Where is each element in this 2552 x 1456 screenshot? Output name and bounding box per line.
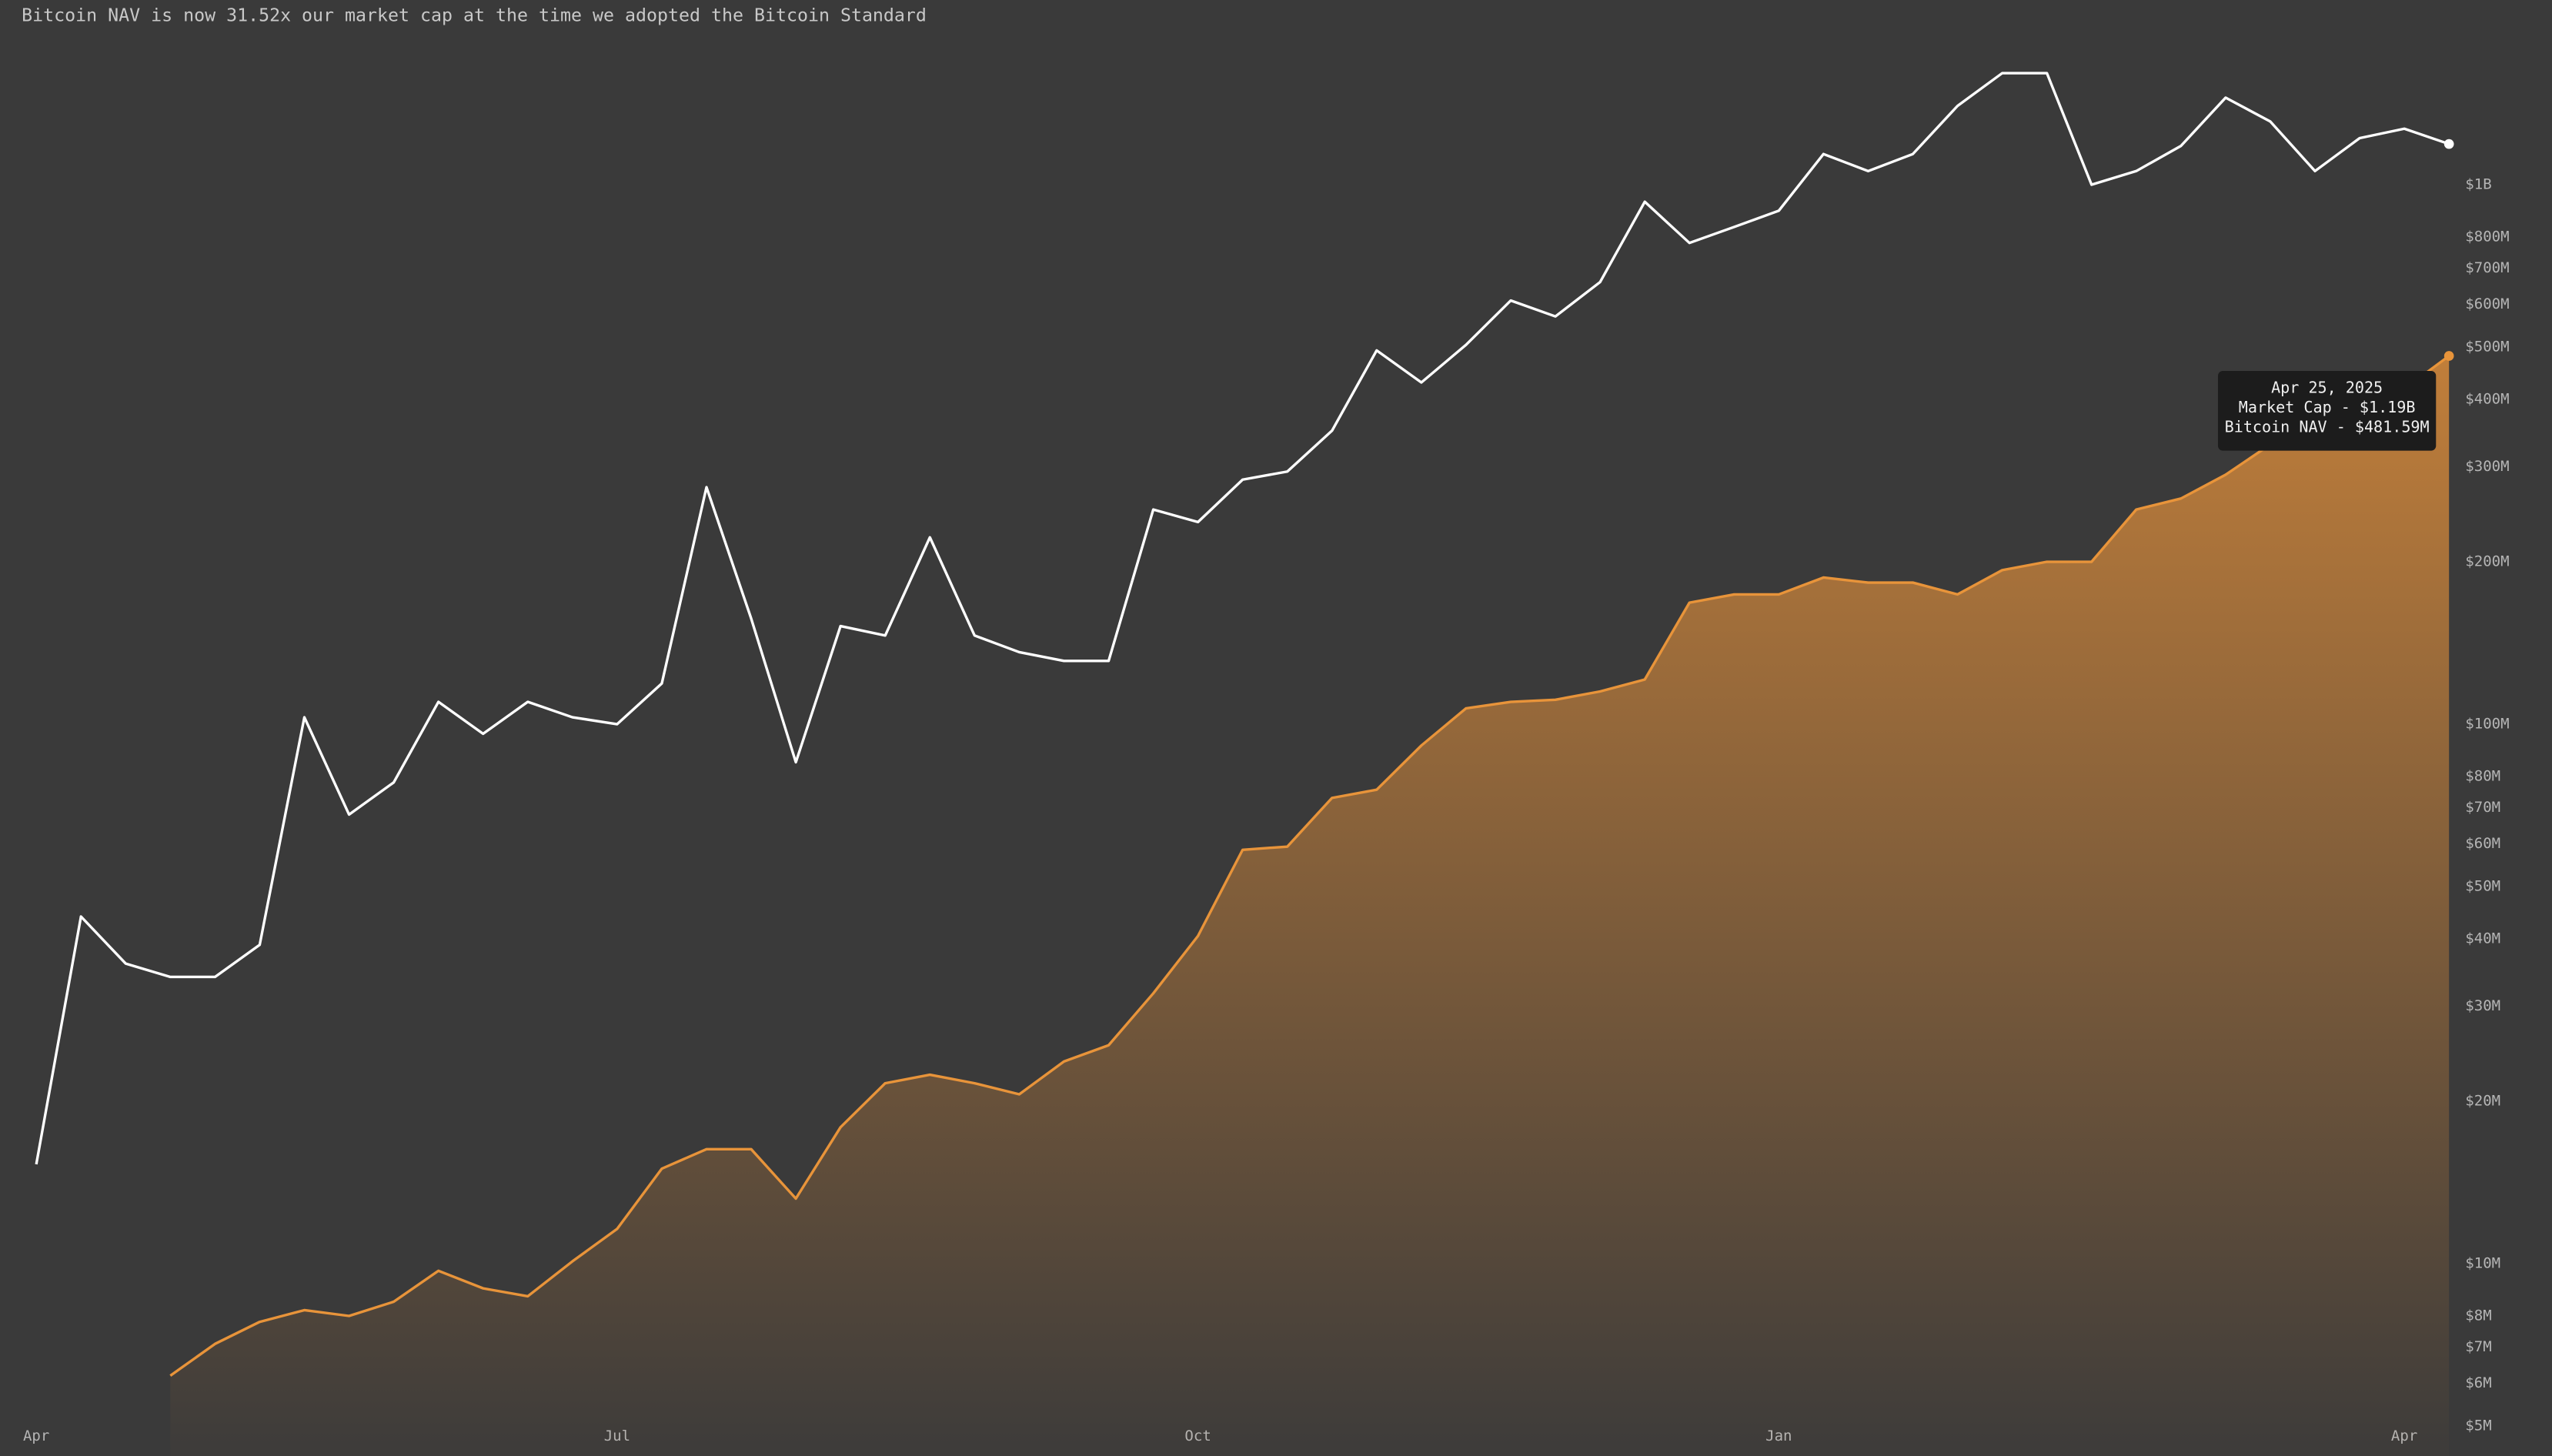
y-tick-label: $8M: [2465, 1307, 2491, 1324]
tooltip-line: Bitcoin NAV - $481.59M: [2225, 417, 2430, 436]
y-tick-label: $20M: [2465, 1093, 2500, 1110]
y-tick-label: $500M: [2465, 339, 2509, 356]
tooltip: Apr 25, 2025 Market Cap - $1.19B Bitcoin…: [2217, 370, 2437, 451]
y-tick-label: $50M: [2465, 878, 2500, 895]
end-point: [2443, 139, 2454, 149]
y-tick-label: $60M: [2465, 835, 2500, 852]
y-tick-label: $6M: [2465, 1374, 2491, 1391]
y-tick-label: $300M: [2465, 458, 2509, 475]
y-tick-label: $80M: [2465, 767, 2500, 784]
y-tick-label: $10M: [2465, 1255, 2500, 1272]
series-line: [169, 355, 2450, 1377]
tooltip-title: Apr 25, 2025: [2271, 379, 2383, 397]
y-tick-label: $5M: [2465, 1418, 2491, 1434]
y-tick-label: $800M: [2465, 228, 2509, 245]
y-tick-label: $7M: [2465, 1338, 2491, 1355]
series-line: [35, 72, 2450, 1165]
y-tick-label: $600M: [2465, 296, 2509, 312]
y-tick-label: $400M: [2465, 391, 2509, 408]
y-tick-label: $70M: [2465, 799, 2500, 816]
chart-title: Bitcoin NAV is now 31.52x our market cap…: [22, 5, 927, 26]
y-tick-label: $40M: [2465, 930, 2500, 947]
y-tick-label: $700M: [2465, 259, 2509, 276]
y-tick-label: $200M: [2465, 553, 2509, 570]
y-tick-label: $1B: [2465, 176, 2491, 193]
x-tick-label: Apr: [23, 1428, 49, 1444]
y-tick-label: $30M: [2465, 997, 2500, 1014]
plot: $1B $800M $700M $600M $500M $400M $300M $200M $1…: [23, 72, 2510, 1456]
y-tick-label: $100M: [2465, 716, 2509, 733]
area-fill: [170, 356, 2450, 1456]
tooltip-line: Market Cap - $1.19B: [2239, 398, 2416, 416]
end-point: [2443, 351, 2454, 361]
tooltip-box: [2217, 370, 2437, 451]
